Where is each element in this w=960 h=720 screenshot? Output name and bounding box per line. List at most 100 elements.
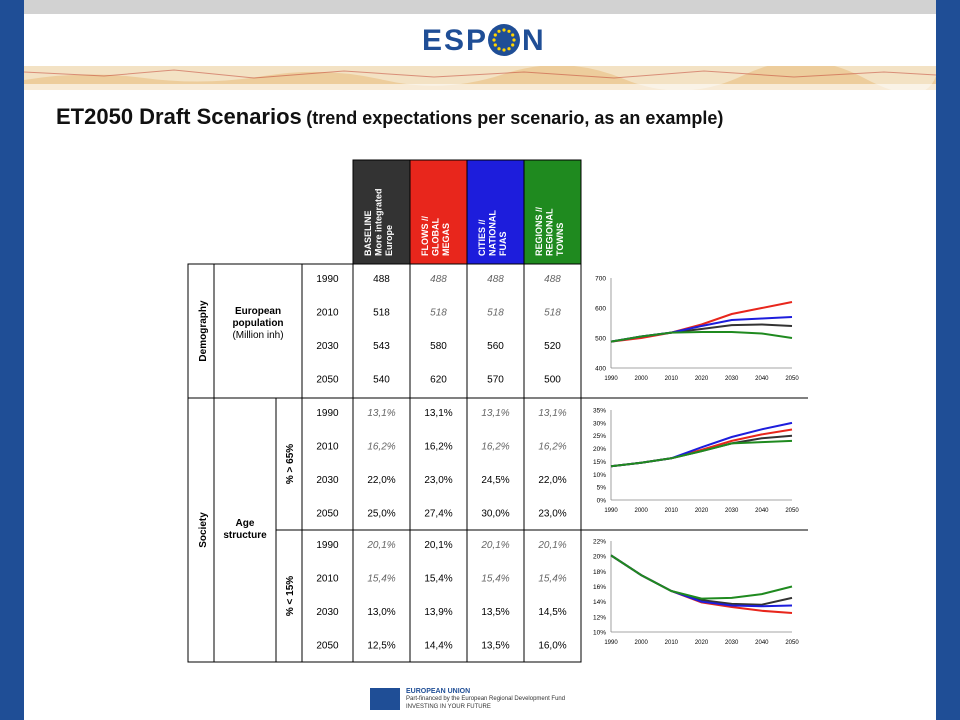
table-cell: 16,2% [538,442,566,453]
y-tick-label: 22% [593,539,606,546]
scenario-header-label-4: REGIONS //REGIONAL TOWNS [534,206,565,256]
table-cell: 13,1% [424,408,452,419]
table-cell: 500 [544,375,561,386]
scenario-label-line: REGIONAL [545,208,555,256]
table-cell: 14,5% [538,607,566,618]
series-line-3 [610,421,793,468]
y-tick-label: 10% [593,472,606,479]
sub-label: % > 65% [285,444,296,484]
eu-flag-icon [370,688,400,710]
year-label: 2050 [316,509,339,520]
table-cell: 12,5% [367,641,395,652]
y-tick-label: 25% [593,433,606,440]
x-tick-label: 2040 [755,376,769,382]
y-tick-label: 15% [593,459,606,466]
y-tick-label: 600 [595,306,606,313]
y-tick-label: 700 [595,276,606,283]
table-cell: 13,5% [481,607,509,618]
footer-line-3: INVESTING IN YOUR FUTURE [406,704,491,710]
eu-star-circle-icon [488,24,520,56]
table-cell: 580 [430,341,447,352]
sub-label: % < 15% [285,576,296,616]
year-label: 1990 [316,540,339,551]
table-cell: 13,0% [367,607,395,618]
series-line-1 [610,554,793,606]
espon-logo: ESP N [422,24,544,57]
table-cell: 488 [373,274,390,285]
slide-title: ET2050 Draft Scenarios (trend expectatio… [56,104,723,130]
y-tick-label: 0% [597,498,607,505]
scenario-label-line: NATIONAL [488,210,498,256]
x-tick-label: 2020 [695,640,709,646]
table-cell: 13,1% [538,408,566,419]
scenario-header-2 [409,159,468,265]
scenario-label-line: GLOBAL [431,218,441,256]
table-cell: 14,4% [424,641,452,652]
x-tick-label: 2000 [634,376,648,382]
scenario-label-line: REGIONS // [534,206,544,256]
y-tick-label: 20% [593,446,606,453]
series-line-4 [610,439,793,468]
indicator-label: population [232,318,283,329]
table-cell: 24,5% [481,475,509,486]
year-label: 2030 [316,341,339,352]
table-cell: 520 [544,341,561,352]
scenario-label-line: TOWNS [555,223,565,256]
table-cell: 620 [430,375,447,386]
right-border [936,0,960,720]
group-label-demography: Demography [198,300,209,362]
table-cell: 22,0% [367,475,395,486]
indicator-unit: (Million inh) [232,330,283,341]
x-tick-label: 2010 [665,640,679,646]
table-cell: 570 [487,375,504,386]
table-cell: 540 [373,375,390,386]
indicator-label: European [235,306,281,317]
title-subtitle: (trend expectations per scenario, as an … [306,108,724,128]
table-cell: 543 [373,341,390,352]
x-tick-label: 2000 [634,508,648,514]
year-label: 2030 [316,475,339,486]
table-cell: 16,2% [481,442,509,453]
table-cell: 15,4% [367,574,395,585]
series-line-4 [610,331,793,343]
y-tick-label: 400 [595,366,606,373]
scenario-header-label-3: CITIES //NATIONAL FUAS [477,210,508,256]
table-cell: 23,0% [538,509,566,520]
y-tick-label: 500 [595,336,606,343]
left-border [0,0,24,720]
table-cell: 13,5% [481,641,509,652]
scenario-label-line: FLOWS // [420,216,430,256]
group-label-society: Society [198,512,209,548]
table-cell: 20,1% [366,540,395,551]
table-cell: 23,0% [424,475,452,486]
y-tick-label: 20% [593,554,606,561]
x-tick-label: 1990 [604,508,618,514]
table-cell: 22,0% [538,475,566,486]
series-line-4 [610,554,793,600]
year-label: 1990 [316,408,339,419]
x-tick-label: 2010 [665,376,679,382]
scenario-header-label-2: FLOWS //GLOBAL MEGAS [420,216,451,256]
title-main: ET2050 Draft Scenarios [56,104,302,129]
table-cell: 16,2% [367,442,395,453]
table-cell: 518 [544,308,561,319]
x-tick-label: 2050 [785,376,799,382]
x-tick-label: 2030 [725,376,739,382]
scenario-label-line: MEGAS [441,223,451,256]
scenario-label-line: Europe [384,225,394,256]
year-label: 2050 [316,375,339,386]
x-tick-label: 2020 [695,376,709,382]
table-cell: 30,0% [481,509,509,520]
table-cell: 27,4% [424,509,452,520]
year-label: 2050 [316,641,339,652]
y-tick-label: 10% [593,630,606,637]
table-cell: 15,4% [481,574,509,585]
footer-line-1: EUROPEAN UNION [406,688,471,695]
indicator-label: structure [223,530,267,541]
mini-chart-3: 22% 20% 18% 16% 14% 12% 10% 1990 2000 2010 2020 203… [593,539,799,647]
x-tick-label: 2030 [725,640,739,646]
table-cell: 20,1% [424,540,452,551]
table-cell: 15,4% [424,574,452,585]
x-tick-label: 2040 [755,508,769,514]
